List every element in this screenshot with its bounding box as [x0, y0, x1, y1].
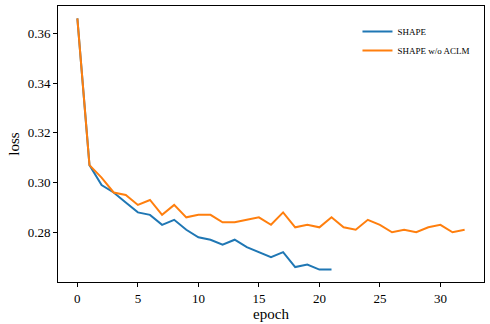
svg-text:5: 5 [135, 291, 142, 306]
svg-text:15: 15 [252, 291, 265, 306]
svg-text:25: 25 [373, 291, 386, 306]
svg-text:0.28: 0.28 [28, 225, 51, 240]
svg-text:SHAPE w/o ACLM: SHAPE w/o ACLM [397, 46, 469, 56]
svg-text:0.34: 0.34 [28, 76, 51, 91]
svg-text:30: 30 [434, 291, 447, 306]
svg-text:SHAPE: SHAPE [397, 27, 426, 37]
svg-text:0.32: 0.32 [28, 125, 51, 140]
svg-text:20: 20 [313, 291, 326, 306]
svg-text:epoch: epoch [253, 306, 289, 322]
svg-text:0.30: 0.30 [28, 175, 51, 190]
svg-text:loss: loss [6, 132, 22, 156]
svg-text:10: 10 [192, 291, 205, 306]
svg-text:0: 0 [74, 291, 81, 306]
svg-text:0.36: 0.36 [28, 26, 51, 41]
